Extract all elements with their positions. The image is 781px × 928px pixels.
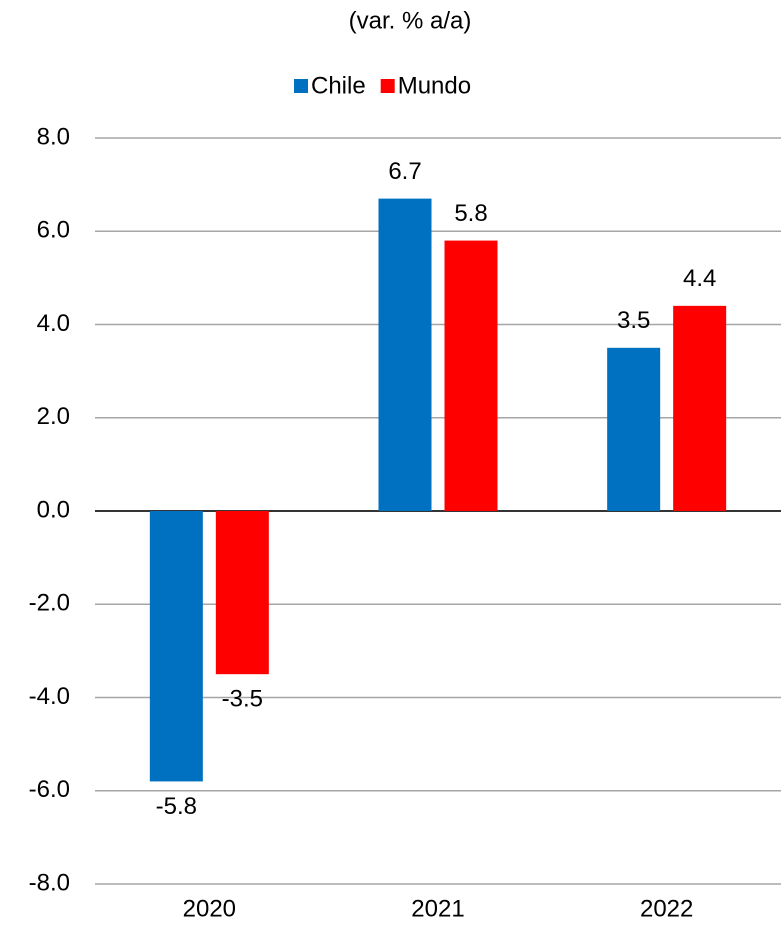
bar <box>378 198 432 512</box>
value-label: 4.4 <box>683 265 716 292</box>
value-label: 6.7 <box>388 158 421 185</box>
x-tick-label: 2020 <box>183 895 236 922</box>
legend-label: Chile <box>311 72 366 99</box>
bar <box>607 347 661 511</box>
x-tick-label: 2021 <box>411 895 464 922</box>
y-tick-label: -4.0 <box>29 683 70 710</box>
legend-label: Mundo <box>398 72 471 99</box>
x-tick-label: 2022 <box>640 895 693 922</box>
y-tick-label: 4.0 <box>37 310 70 337</box>
bar <box>673 305 727 511</box>
legend-swatch <box>380 79 395 93</box>
bar <box>149 511 203 782</box>
y-tick-label: 2.0 <box>37 403 70 430</box>
y-tick-label: -8.0 <box>29 869 70 896</box>
bar <box>444 240 498 511</box>
y-tick-label: 0.0 <box>37 496 70 523</box>
y-tick-label: 8.0 <box>37 123 70 150</box>
y-tick-label: -2.0 <box>29 590 70 617</box>
y-tick-label: -6.0 <box>29 776 70 803</box>
y-tick-label: 6.0 <box>37 217 70 244</box>
chart-subtitle: (var. % a/a) <box>349 7 472 34</box>
value-label: -5.8 <box>156 793 197 820</box>
legend-swatch <box>294 79 308 93</box>
bar <box>215 511 269 675</box>
value-label: 3.5 <box>617 307 650 334</box>
value-label: -3.5 <box>222 686 263 713</box>
value-label: 5.8 <box>454 200 487 227</box>
